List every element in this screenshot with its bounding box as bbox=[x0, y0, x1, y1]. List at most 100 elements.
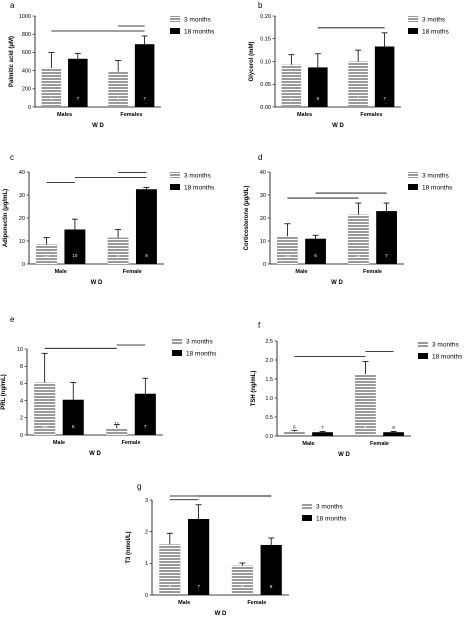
y-tick-label: 10 bbox=[260, 239, 266, 245]
x-category-label: Male bbox=[302, 441, 314, 447]
sample-size-label: 8 bbox=[117, 96, 120, 101]
bar-old-male bbox=[187, 519, 210, 595]
sample-size-label: 7 bbox=[197, 584, 200, 589]
legend-swatch bbox=[418, 341, 428, 347]
legend-swatch bbox=[170, 16, 180, 22]
legend-entry: 3 months bbox=[432, 342, 459, 349]
sample-size-label: 8 bbox=[145, 253, 148, 258]
sample-size-label: 6 bbox=[72, 424, 75, 429]
y-tick-label: 1 bbox=[145, 561, 148, 567]
bar-young-males bbox=[41, 67, 62, 107]
legend-entry: 18 months bbox=[422, 185, 453, 192]
y-axis-label: TSH (ng/mL) bbox=[251, 371, 257, 407]
bar-old-female bbox=[135, 189, 157, 264]
y-tick-label: 0 bbox=[263, 262, 266, 268]
x-category-label: Male bbox=[55, 269, 67, 275]
sample-size-label: 7 bbox=[385, 253, 388, 258]
y-tick-label: 6 bbox=[20, 381, 23, 387]
legend-swatch bbox=[418, 353, 428, 359]
panel-letter: c bbox=[10, 153, 14, 162]
y-tick-label: 1.0 bbox=[265, 396, 273, 402]
legend-entry: 18 months bbox=[186, 351, 217, 358]
bar-young-male bbox=[34, 382, 56, 435]
chart-panel-d: d 0 10 20 30 40 Corticosterone (μg/dL) 15 6 11 7 Ma… bbox=[244, 153, 453, 286]
bar-old-female bbox=[383, 432, 404, 436]
bar-young-female bbox=[355, 374, 376, 436]
legend-entry: 18 months bbox=[432, 354, 463, 361]
legend-entry: 3 months bbox=[184, 17, 211, 24]
y-tick-label: 4 bbox=[20, 398, 23, 404]
x-category-label: Females bbox=[120, 112, 142, 118]
sample-size-label: 10 bbox=[72, 253, 78, 258]
legend-swatch bbox=[170, 184, 180, 190]
sample-size-label: 11 bbox=[356, 253, 361, 258]
sample-size-label: 8 bbox=[392, 425, 395, 430]
bar-young-females bbox=[348, 61, 368, 107]
bar-young-male bbox=[159, 544, 181, 595]
legend-entry: 3 months bbox=[186, 339, 213, 346]
chart-panel-e: e 0 2 4 6 8 10 PRL (ng/mL) 16 6 11 7 Male Female W D 3 … bbox=[1, 315, 217, 457]
x-axis-label: W D bbox=[338, 452, 350, 458]
bar-old-male bbox=[305, 238, 326, 264]
bar-old-female bbox=[134, 393, 156, 435]
y-axis-label: Corticosterone (μg/dL) bbox=[244, 186, 250, 251]
sample-size-label: 4 bbox=[290, 96, 293, 101]
bar-young-females bbox=[108, 71, 128, 107]
x-category-label: Female bbox=[247, 600, 266, 606]
y-tick-label: 20 bbox=[19, 216, 25, 222]
bar-old-male bbox=[64, 229, 86, 264]
x-category-label: Males bbox=[57, 112, 72, 118]
legend-entry: 18 months bbox=[184, 29, 215, 36]
bar-young-female bbox=[348, 214, 369, 264]
y-tick-label: 0 bbox=[20, 433, 23, 439]
y-tick-label: 0.05 bbox=[260, 82, 271, 88]
y-tick-label: 2.0 bbox=[265, 358, 273, 364]
y-tick-label: 40 bbox=[19, 170, 25, 176]
y-tick-label: 2 bbox=[145, 529, 148, 535]
chart-panel-b: b 0.00 0.05 0.10 0.15 0.20 Glycerol (mM) 4 5 7 7 Ma… bbox=[249, 1, 449, 129]
panel-letter: f bbox=[258, 321, 261, 330]
bar-young-male bbox=[284, 431, 305, 436]
y-tick-label: 600 bbox=[22, 50, 31, 56]
panel-letter: a bbox=[10, 1, 15, 10]
sample-size-label: 8 bbox=[270, 584, 273, 589]
sample-size-label: 16 bbox=[42, 424, 48, 429]
x-category-label: Female bbox=[122, 440, 141, 446]
chart-panel-a: a 0 200 400 600 800 1000 Palmitic acid (μM) 8 7 8 7… bbox=[9, 1, 215, 129]
y-axis-label: T3 (nmol/L) bbox=[126, 531, 132, 563]
sample-size-label: 6 bbox=[293, 424, 296, 429]
legend-swatch bbox=[302, 503, 312, 509]
x-axis-label: W D bbox=[91, 280, 103, 286]
x-category-label: Male bbox=[53, 440, 65, 446]
sample-size-label: 9 bbox=[241, 584, 244, 589]
legend-swatch bbox=[170, 172, 180, 178]
bar-old-females bbox=[374, 46, 395, 107]
sample-size-label: 8 bbox=[117, 253, 120, 258]
bar-young-female bbox=[107, 237, 129, 264]
y-axis-label: Adiponectin (μg/mL) bbox=[3, 189, 9, 247]
chart-panel-g: g 0 1 2 3 T3 (nmol/L) 8 7 9 8 Male Female W D 3 month… bbox=[126, 482, 347, 617]
y-tick-label: 10 bbox=[17, 347, 23, 353]
y-tick-label: 0.15 bbox=[260, 37, 271, 43]
sample-size-label: 7 bbox=[143, 96, 146, 101]
y-tick-label: 0.0 bbox=[265, 434, 273, 440]
y-axis-label: Palmitic acid (μM) bbox=[9, 36, 15, 87]
sample-size-label: 8 bbox=[50, 96, 53, 101]
bar-old-male bbox=[312, 432, 333, 436]
bar-young-males bbox=[281, 64, 302, 107]
x-axis-label: W D bbox=[215, 611, 227, 617]
legend-entry: 18 months bbox=[316, 516, 347, 523]
y-axis-label: PRL (ng/mL) bbox=[1, 374, 7, 410]
legend-entry: 3 months bbox=[422, 173, 449, 180]
x-category-label: Female bbox=[123, 269, 142, 275]
sample-size-label: 13 bbox=[44, 253, 50, 258]
y-tick-label: 30 bbox=[19, 193, 25, 199]
y-tick-label: 0.00 bbox=[260, 105, 271, 111]
bar-young-female bbox=[231, 565, 254, 595]
y-tick-label: 0 bbox=[22, 262, 25, 268]
legend-entry: 3 months bbox=[316, 504, 343, 511]
x-category-label: Females bbox=[360, 112, 382, 118]
y-tick-label: 2 bbox=[20, 416, 23, 422]
sample-size-label: 8 bbox=[364, 425, 367, 430]
y-tick-label: 0 bbox=[145, 593, 148, 599]
